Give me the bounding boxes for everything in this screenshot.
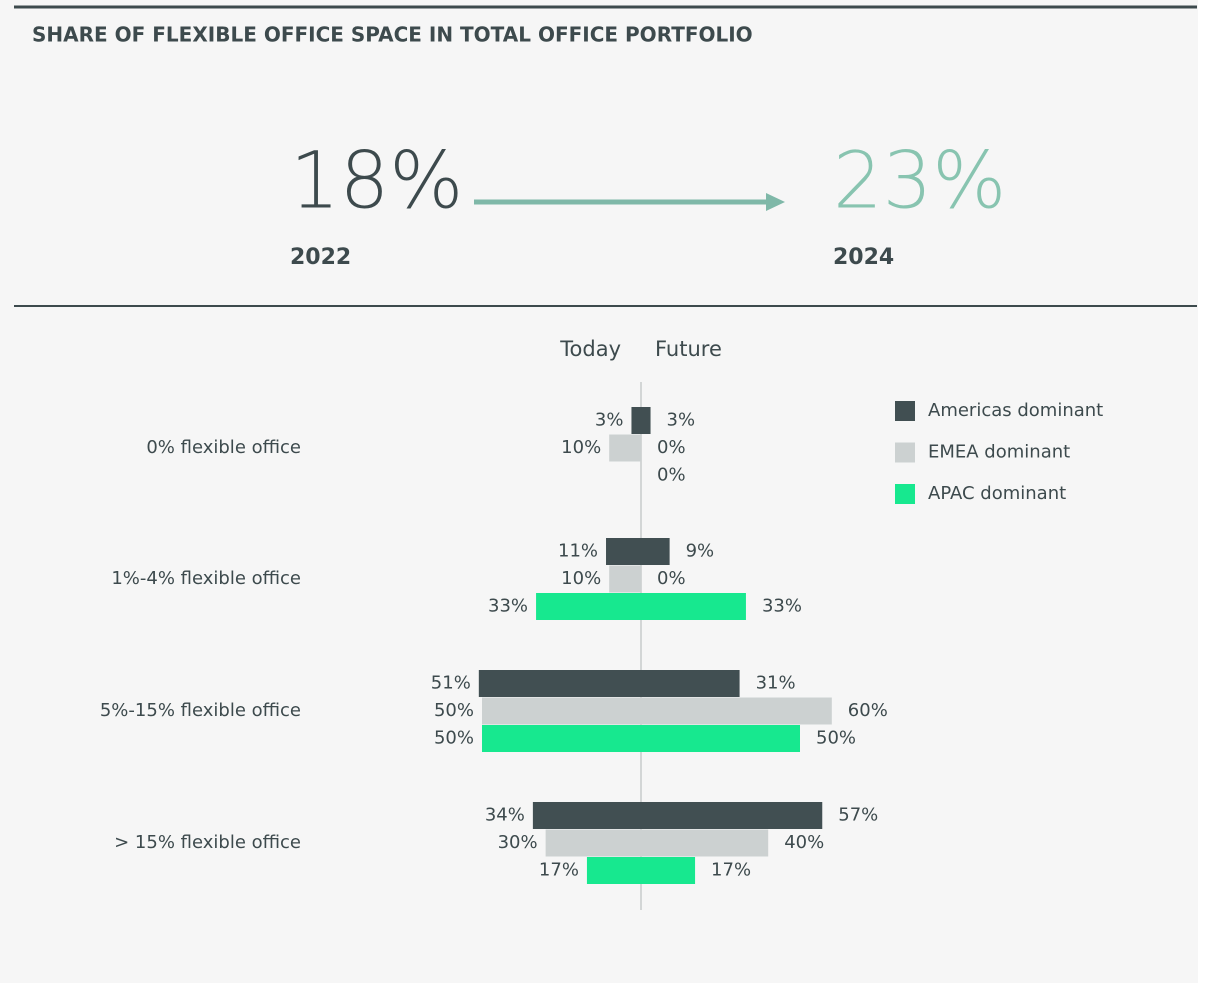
value-label: 9% xyxy=(686,541,715,562)
value-label: 30% xyxy=(498,832,538,853)
bar-future xyxy=(641,802,823,829)
category-label: 5%-15% flexible office xyxy=(100,700,301,721)
value-label: 0% xyxy=(657,568,686,589)
value-label: 33% xyxy=(488,596,528,617)
value-label: 10% xyxy=(561,437,601,458)
bar-today xyxy=(478,670,641,697)
value-label: 40% xyxy=(784,832,824,853)
bar-today xyxy=(536,593,641,620)
right-header: Future xyxy=(655,337,722,361)
value-label: 10% xyxy=(561,568,601,589)
value-label: 31% xyxy=(756,673,796,694)
legend-label: EMEA dominant xyxy=(928,442,1070,463)
bar-future xyxy=(641,829,769,857)
bar-today xyxy=(586,857,641,884)
value-label: 60% xyxy=(848,700,888,721)
bar-today xyxy=(631,407,641,434)
value-label: 50% xyxy=(816,728,856,749)
highlight-from-year: 2022 xyxy=(290,245,351,270)
value-label: 0% xyxy=(657,465,686,486)
bar-future xyxy=(641,593,746,620)
value-label: 33% xyxy=(762,596,802,617)
value-label: 34% xyxy=(485,805,525,826)
bar-today xyxy=(609,434,641,462)
bar-future xyxy=(641,670,740,697)
highlight-from: 18% xyxy=(290,137,463,227)
bar-future xyxy=(641,725,800,752)
left-header: Today xyxy=(559,337,621,361)
highlight-to: 23% xyxy=(833,137,1006,227)
bar-today xyxy=(545,829,641,857)
arrow-head xyxy=(766,193,785,211)
value-label: 51% xyxy=(431,673,471,694)
legend-label: APAC dominant xyxy=(928,483,1066,504)
bar-future xyxy=(641,857,696,884)
value-label: 17% xyxy=(539,860,579,881)
bar-future xyxy=(641,697,832,725)
legend-label: Americas dominant xyxy=(928,400,1103,421)
bar-today xyxy=(532,802,641,829)
legend-swatch xyxy=(895,401,915,421)
bar-today xyxy=(606,538,641,565)
value-label: 17% xyxy=(711,860,751,881)
value-label: 57% xyxy=(838,805,878,826)
value-label: 50% xyxy=(434,728,474,749)
category-label: 0% flexible office xyxy=(146,437,301,458)
value-label: 3% xyxy=(595,410,624,431)
bar-today xyxy=(482,697,641,725)
category-label: > 15% flexible office xyxy=(114,832,301,853)
legend-swatch xyxy=(895,484,915,504)
highlight-to-year: 2024 xyxy=(833,245,894,270)
value-label: 50% xyxy=(434,700,474,721)
bar-future xyxy=(641,407,651,434)
bar-future xyxy=(641,538,670,565)
value-label: 3% xyxy=(667,410,696,431)
value-label: 11% xyxy=(558,541,598,562)
legend-swatch xyxy=(895,442,915,463)
bar-today xyxy=(482,725,641,752)
bar-today xyxy=(609,565,641,593)
category-label: 1%-4% flexible office xyxy=(111,568,301,589)
value-label: 0% xyxy=(657,437,686,458)
chart-title: SHARE OF FLEXIBLE OFFICE SPACE IN TOTAL … xyxy=(32,23,753,47)
